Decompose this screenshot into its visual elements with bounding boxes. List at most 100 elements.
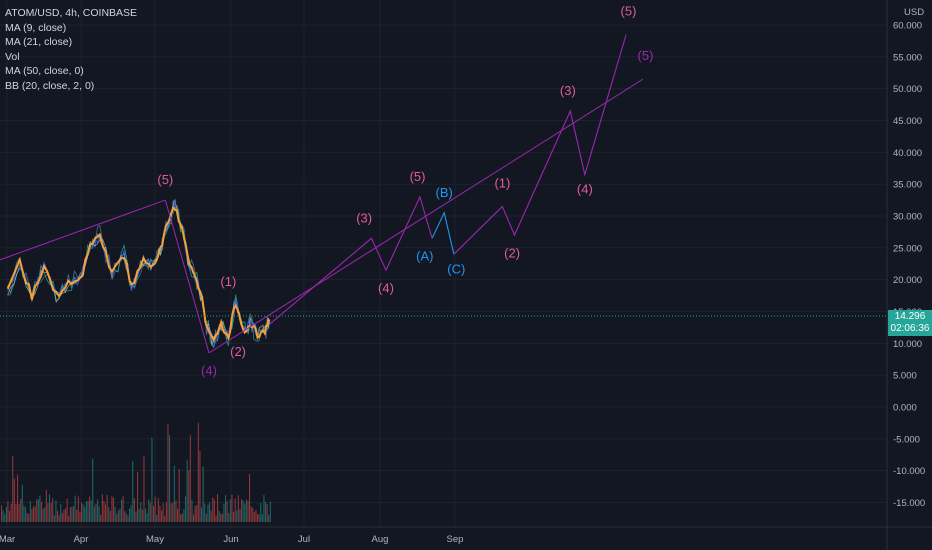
wave-label[interactable]: (B) xyxy=(436,185,453,200)
volume-bar xyxy=(233,512,235,522)
volume-bar xyxy=(117,510,119,522)
current-price-tag: 14.296 02:06:36 xyxy=(888,310,932,336)
y-tick-label: -15.000 xyxy=(893,498,925,509)
current-price-label: 14.296 xyxy=(894,311,926,322)
wave-label[interactable]: (2) xyxy=(230,344,246,359)
volume-bar xyxy=(5,506,7,522)
volume-bar xyxy=(207,504,209,522)
volume-bar xyxy=(157,498,159,522)
volume-bar xyxy=(28,514,30,522)
volume-bar xyxy=(1,505,3,522)
wave-label[interactable]: (4) xyxy=(201,363,217,378)
volume-bar xyxy=(101,494,103,522)
volume-bar xyxy=(82,504,84,522)
y-tick-label: 25.000 xyxy=(893,243,922,254)
volume-bar xyxy=(84,506,86,522)
y-tick-label: 5.000 xyxy=(893,371,917,382)
volume-bar xyxy=(268,514,270,522)
wave-label[interactable]: (5) xyxy=(621,3,637,18)
volume-bar xyxy=(26,513,28,522)
volume-bar xyxy=(154,496,156,522)
legend-vol[interactable]: Vol xyxy=(5,50,20,63)
legend-ma9[interactable]: MA (9, close) xyxy=(5,21,67,34)
volume-bar xyxy=(95,503,97,522)
volume-bar xyxy=(225,495,227,522)
y-tick-label: 45.000 xyxy=(893,116,922,127)
wave-label[interactable]: (2) xyxy=(504,245,520,260)
volume-bar xyxy=(175,500,177,522)
y-tick-label: 10.000 xyxy=(893,339,922,350)
legend-ma50[interactable]: MA (50, close, 0) xyxy=(5,65,84,77)
volume-bar xyxy=(165,502,167,522)
volume-bar xyxy=(61,512,63,522)
volume-bar xyxy=(202,466,204,522)
volume-bar xyxy=(178,468,180,522)
volume-bar xyxy=(31,508,33,522)
ma-line xyxy=(7,206,271,349)
wave-label[interactable]: (C) xyxy=(447,261,465,276)
volume-bar xyxy=(213,499,215,522)
wave-projection-line[interactable] xyxy=(269,195,433,325)
volume-bar xyxy=(63,509,65,522)
wave-label[interactable]: (1) xyxy=(220,274,236,289)
volume-bar xyxy=(141,509,143,522)
volume-bar xyxy=(133,498,135,522)
volume-bar xyxy=(260,503,262,522)
volume-bar xyxy=(209,502,211,522)
volume-bar xyxy=(164,515,166,522)
abc-correction-line[interactable] xyxy=(431,211,455,255)
volume-bar xyxy=(49,494,51,522)
volume-bar xyxy=(145,508,147,522)
volume-bar xyxy=(20,498,22,522)
trend-channel-line[interactable] xyxy=(0,199,166,261)
volume-bar xyxy=(239,509,241,522)
legend-ma21[interactable]: MA (21, close) xyxy=(5,36,73,48)
volume-bar xyxy=(39,495,41,522)
volume-bar xyxy=(90,500,92,522)
volume-bar xyxy=(249,474,251,522)
volume-bar xyxy=(111,496,113,522)
wave-label[interactable]: (3) xyxy=(560,83,576,98)
volume-bar xyxy=(18,503,20,522)
volume-bar xyxy=(7,501,9,522)
volume-bar xyxy=(185,496,187,522)
wave-label[interactable]: (1) xyxy=(494,175,510,190)
volume-bar xyxy=(42,508,44,522)
wave-label[interactable]: (5) xyxy=(638,48,654,63)
volume-bar xyxy=(161,510,163,522)
y-tick-label: -5.000 xyxy=(893,434,920,445)
wave-label[interactable]: (3) xyxy=(356,210,372,225)
wave-label[interactable]: (4) xyxy=(577,182,593,197)
volume-bar xyxy=(2,510,4,522)
volume-bar xyxy=(188,470,190,522)
volume-bar xyxy=(34,506,36,522)
wave-label[interactable]: (5) xyxy=(410,169,426,184)
volume-bar xyxy=(215,515,217,522)
legend-bb[interactable]: BB (20, close, 2, 0) xyxy=(5,79,95,92)
volume-bar xyxy=(218,511,220,522)
legend-symbol[interactable]: ATOM/USD, 4h, COINBASE xyxy=(5,7,138,19)
volume-bar xyxy=(10,503,12,522)
volume-bar xyxy=(50,503,52,522)
volume-bar xyxy=(149,502,151,522)
volume-bar xyxy=(44,507,46,522)
volume-bar xyxy=(162,503,164,522)
y-tick-label: 40.000 xyxy=(893,148,922,159)
volume-bar xyxy=(169,435,171,522)
volume-bar xyxy=(81,502,83,522)
wave-label[interactable]: (4) xyxy=(378,280,394,295)
wave-label[interactable]: (A) xyxy=(416,249,433,264)
volume-bar xyxy=(77,496,79,522)
volume-bar xyxy=(217,494,219,522)
trend-channel-line[interactable] xyxy=(164,199,210,354)
y-tick-label: 60.000 xyxy=(893,21,922,32)
volume-bar xyxy=(229,499,231,522)
volume-bar xyxy=(167,424,169,522)
wave-label[interactable]: (5) xyxy=(157,172,173,187)
bar-countdown-label: 02:06:36 xyxy=(890,323,930,334)
volume-bar xyxy=(257,513,259,522)
wave-projection-line[interactable] xyxy=(453,34,627,255)
volume-bar xyxy=(189,435,191,522)
volume-bar xyxy=(159,505,161,522)
